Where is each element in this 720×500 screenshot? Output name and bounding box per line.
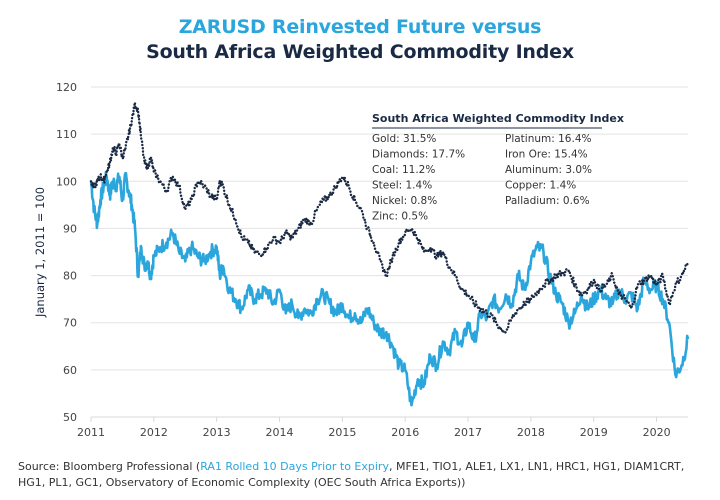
legend-item: Zinc: 0.5% [372, 211, 428, 223]
series-commodity-index-line [89, 170, 690, 407]
legend-item: Palladium: 0.6% [505, 195, 590, 207]
y-axis-label: January 1, 2011 = 100 [33, 187, 47, 318]
legend-box: South Africa Weighted Commodity Index Gol… [372, 112, 624, 223]
x-tick-label: 2011 [77, 426, 105, 439]
x-tick-label: 2013 [203, 426, 231, 439]
y-tick-label: 120 [56, 81, 77, 94]
series-group [89, 101, 690, 407]
y-tick-labels: 50 60 70 80 90 100 110 120 [56, 81, 77, 424]
x-tick-label: 2015 [328, 426, 356, 439]
source-link[interactable]: RA1 Rolled 10 Days Prior to Expiry [200, 460, 389, 473]
y-tick-label: 70 [63, 317, 77, 330]
source-note: Source: Bloomberg Professional (RA1 Roll… [18, 459, 708, 491]
legend-item: Diamonds: 17.7% [372, 149, 465, 161]
x-tick-label: 2020 [643, 426, 671, 439]
legend-item: Gold: 31.5% [372, 133, 436, 145]
x-tick-label: 2018 [517, 426, 545, 439]
chart-title: ZARUSD Reinvested Future versus [178, 16, 542, 38]
legend-item: Platinum: 16.4% [505, 133, 592, 145]
legend-item: Iron Ore: 15.4% [505, 149, 588, 161]
y-tick-label: 80 [63, 270, 77, 283]
y-tick-label: 110 [56, 128, 77, 141]
source-suffix: , MFE1, TIO1, ALE1, LX1, LN1, HRC1, HG1,… [18, 460, 685, 489]
source-prefix: Source: Bloomberg Professional ( [18, 460, 201, 473]
legend-title: South Africa Weighted Commodity Index [372, 112, 624, 125]
legend-item: Steel: 1.4% [372, 180, 432, 192]
y-tick-label: 50 [63, 411, 77, 424]
x-tick-label: 2017 [454, 426, 482, 439]
y-tick-label: 60 [63, 364, 77, 377]
gridlines [90, 86, 688, 422]
legend-item: Coal: 11.2% [372, 164, 435, 176]
x-tick-label: 2019 [580, 426, 608, 439]
y-tick-label: 100 [56, 175, 77, 188]
legend-item: Copper: 1.4% [505, 180, 576, 192]
x-tick-labels: 2011 2012 2013 2014 2015 2016 2017 2018 2019 2020 [77, 426, 671, 439]
legend-item: Nickel: 0.8% [372, 195, 437, 207]
x-tick-label: 2012 [140, 426, 168, 439]
y-tick-label: 90 [63, 222, 77, 235]
legend-item: Aluminum: 3.0% [505, 164, 592, 176]
x-tick-label: 2016 [391, 426, 419, 439]
series-zarusd-line [89, 101, 690, 334]
chart-subtitle: South Africa Weighted Commodity Index [146, 41, 574, 63]
x-tick-label: 2014 [266, 426, 294, 439]
